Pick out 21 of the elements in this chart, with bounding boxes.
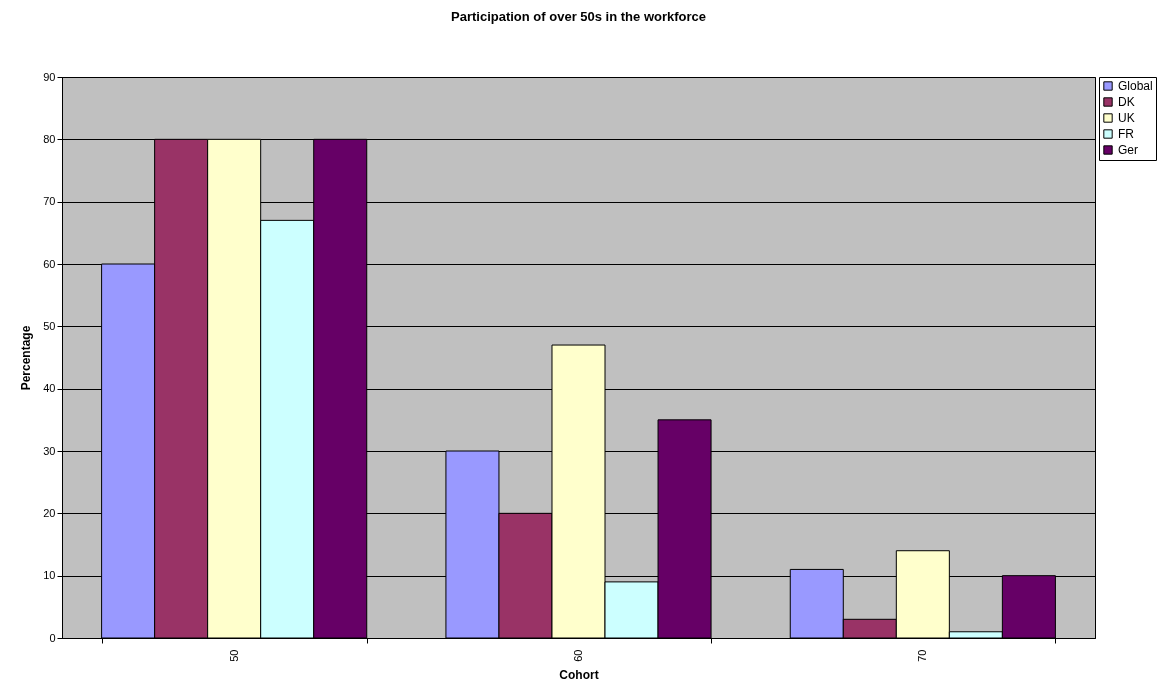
legend-label: Global xyxy=(1118,79,1153,93)
legend-label: DK xyxy=(1118,95,1135,109)
y-tick-label: 0 xyxy=(49,631,56,644)
y-tick-label: 50 xyxy=(43,319,56,332)
x-tick-label: 70 xyxy=(916,649,929,662)
legend-label: Ger xyxy=(1118,143,1139,157)
legend-label: FR xyxy=(1118,127,1135,141)
y-tick-label: 20 xyxy=(43,506,56,519)
y-tick-label: 80 xyxy=(43,132,56,145)
x-axis-title: Cohort xyxy=(559,667,599,682)
x-tick-label: 60 xyxy=(572,649,584,662)
y-tick-label: 60 xyxy=(43,257,56,270)
legend-label: UK xyxy=(1118,111,1135,125)
y-tick-label: 30 xyxy=(43,444,56,457)
x-tick-label: 50 xyxy=(227,649,240,662)
y-tick-label: 70 xyxy=(43,195,56,208)
y-axis-title: Percentage xyxy=(19,325,34,391)
y-tick-label: 40 xyxy=(43,382,56,395)
y-tick-label: 90 xyxy=(43,70,56,83)
chart-title: Participation of over 50s in the workforce xyxy=(450,9,707,24)
y-tick-label: 10 xyxy=(43,569,56,582)
